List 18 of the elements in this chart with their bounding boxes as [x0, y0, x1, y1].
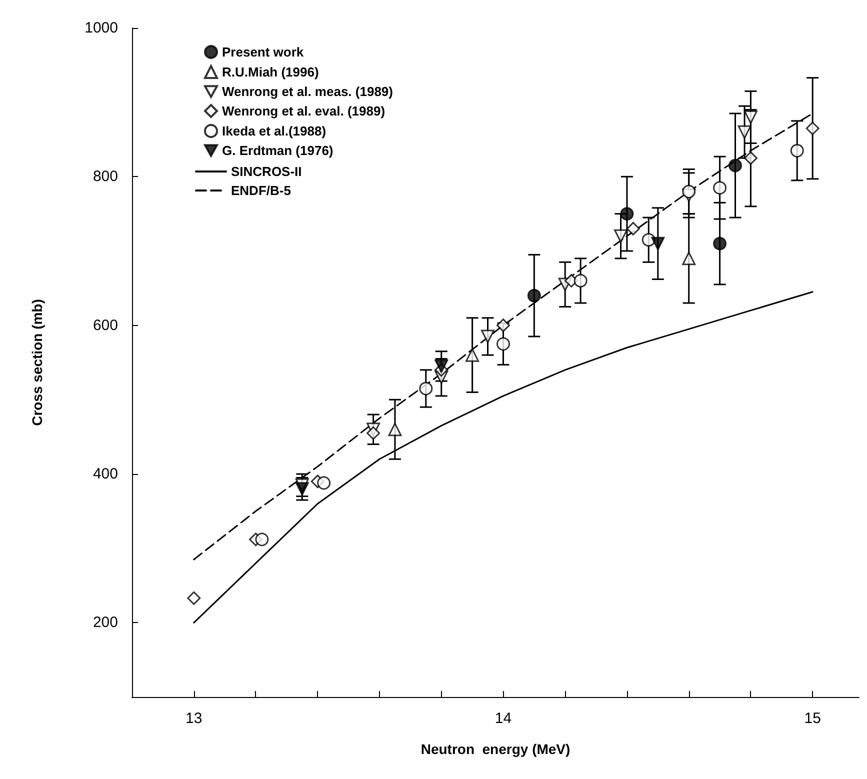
y-tick-label: 400: [92, 466, 118, 482]
legend-label: R.U.Miah (1996): [222, 64, 319, 80]
x-tick-label: 14: [494, 710, 512, 727]
legend-label: Wenrong et al. meas. (1989): [222, 84, 393, 99]
y-tick-label: 600: [92, 316, 118, 334]
y-tick-label: 200: [92, 614, 118, 632]
legend-label: G. Erdtman (1976): [222, 143, 334, 158]
y-tick-label: 1000: [84, 20, 118, 36]
y-tick-label: 800: [92, 168, 118, 186]
legend-label: Present work: [222, 44, 304, 60]
legend-label: SINCROS-II: [231, 164, 302, 179]
legend-label: Ikeda et al.(1988): [222, 124, 326, 138]
x-tick-label: 13: [186, 710, 202, 727]
x-axis-title: Neutron energy (MeV): [420, 741, 570, 757]
x-tick-label: 15: [804, 710, 821, 727]
legend-label: ENDF/B-5: [231, 183, 291, 198]
y-axis-title: Cross section (mb): [29, 299, 45, 426]
legend-label: Wenrong et al. eval. (1989): [222, 104, 386, 118]
